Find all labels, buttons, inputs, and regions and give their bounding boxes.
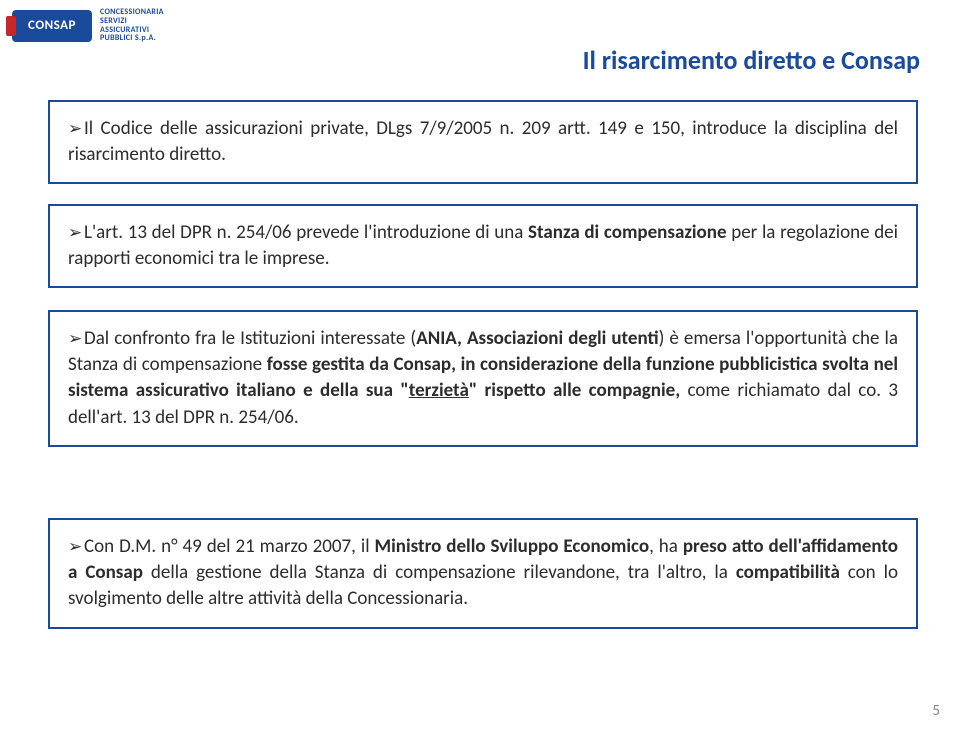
box2-bold: Stanza di compensazione: [528, 221, 727, 244]
bullet-icon: [68, 220, 84, 246]
content-box-1: Il Codice delle assicurazioni private, D…: [48, 100, 918, 184]
box4-bold: Ministro dello Sviluppo Economico: [375, 535, 650, 558]
box4-text: della gestione della Stanza di compensaz…: [143, 561, 736, 584]
box1-text: Il Codice delle assicurazioni private, D…: [68, 117, 898, 166]
box3-text: Dal confronto fra le Istituzioni interes…: [84, 327, 416, 350]
page-title: Il risarcimento diretto e Consap: [583, 44, 920, 76]
box4-bold: compatibilità: [736, 561, 840, 584]
content-box-3: Dal confronto fra le Istituzioni interes…: [48, 310, 918, 447]
box3-bold: " rispetto alle compagnie,: [469, 379, 680, 402]
logo: CONSAP CONCESSIONARIA SERVIZI ASSICURATI…: [12, 8, 164, 43]
content-box-4: Con D.M. n° 49 del 21 marzo 2007, il Min…: [48, 518, 918, 629]
bullet-icon: [68, 116, 84, 142]
bullet-icon: [68, 326, 84, 352]
logo-badge: CONSAP: [12, 10, 92, 42]
box4-text: Con D.M. n° 49 del 21 marzo 2007, il: [84, 535, 375, 558]
box2-text: L'art. 13 del DPR n. 254/06 prevede l'in…: [84, 221, 528, 244]
logo-text: CONCESSIONARIA SERVIZI ASSICURATIVI PUBB…: [100, 8, 164, 43]
bullet-icon: [68, 534, 84, 560]
page-number: 5: [932, 702, 940, 720]
box3-bold: ANIA, Associazioni degli utenti: [416, 327, 658, 350]
box4-text: , ha: [649, 535, 683, 558]
box3-underline: terzietà: [409, 379, 469, 402]
logo-line: PUBBLICI S.p.A.: [100, 34, 164, 43]
content-box-2: L'art. 13 del DPR n. 254/06 prevede l'in…: [48, 204, 918, 288]
